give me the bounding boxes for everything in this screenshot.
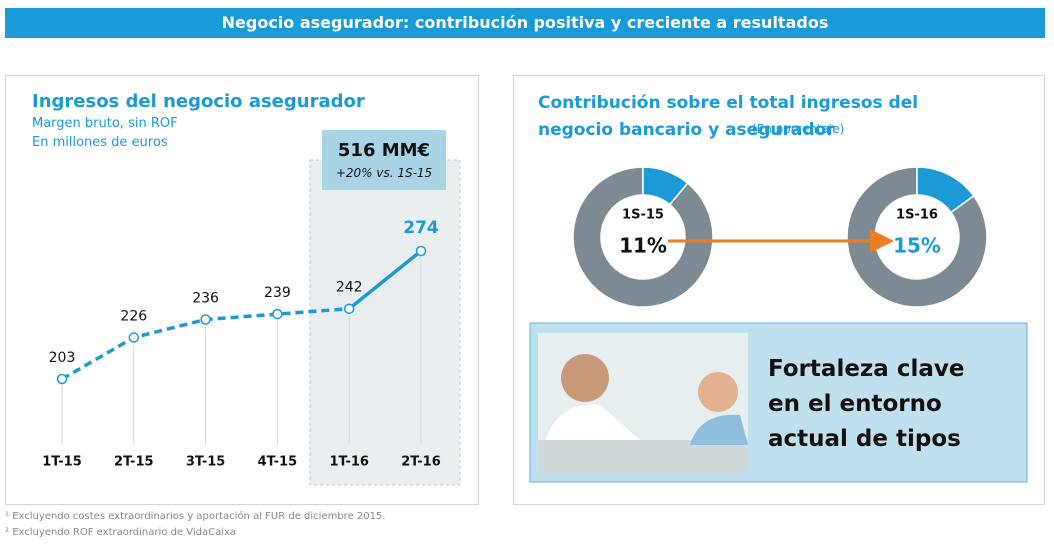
x-tick-label: 4T-15 [258,455,298,470]
point [415,245,427,257]
header-bar [5,8,1045,38]
x-tick-label: 2T-16 [401,455,441,470]
value-label: 236 [192,291,219,307]
photo-table [538,440,748,473]
value-label: 274 [403,218,439,238]
point [272,308,283,320]
donut-slice [916,166,975,214]
footnote-mark: ² [5,527,10,538]
point [56,373,68,385]
line-chart-title: Ingresos del negocio asegurador [32,91,365,112]
footnote-text: Excluyendo ROF extraordinario de VidaCai… [12,527,237,538]
donut-label: 1S-15 [622,208,664,223]
footnote-mark: ¹ [5,511,10,522]
x-tick-label: 1T-15 [42,455,82,470]
point [343,303,355,314]
x-tick-label: 3T-15 [186,455,226,470]
photo-person [561,354,609,402]
donut-rest [846,166,988,308]
footnote-text: Excluyendo costes extraordinarios y apor… [12,511,386,522]
highlight-box [322,130,446,190]
donut-chart-subtitle: (En porcentaje) [752,122,845,136]
header-title: Negocio asegurador: contribución positiv… [221,13,829,32]
value-label: 239 [264,285,291,301]
line-solid [348,249,423,311]
left-panel [5,75,479,505]
right-panel [513,75,1045,505]
callout-text: Fortaleza clave en el entorno actual de … [768,356,965,452]
point [128,332,140,343]
photo-person [698,372,738,412]
donut-rest [572,166,714,308]
x-tick-label: 1T-16 [329,455,369,470]
footnote: ² Excluyendo ROF extraordinario de VidaC… [5,527,236,538]
photo-person [545,404,640,440]
photo [538,333,748,473]
x-tick-label: 2T-15 [114,455,154,470]
donut-slice [642,166,689,206]
donut-value: 11% [619,234,667,258]
value-label: 242 [336,280,363,296]
donut-chart-title: Contribución sobre el total ingresos del… [538,93,919,140]
photo-person [690,414,748,445]
highlight-subtitle: +20% vs. 1S-15 [335,166,433,180]
donut-label: 1S-16 [896,208,938,223]
point [200,314,211,325]
value-label: 203 [49,350,76,366]
footnote: ¹ Excluyendo costes extraordinarios y ap… [5,511,386,522]
donut-value: 15% [893,234,941,258]
line-chart-subtitle: Margen bruto, sin ROF [32,116,178,131]
highlight-area [309,159,461,486]
value-label: 226 [120,309,147,325]
highlight-title: 516 MM€ [337,140,431,161]
line-chart-subtitle: En millones de euros [32,135,168,150]
